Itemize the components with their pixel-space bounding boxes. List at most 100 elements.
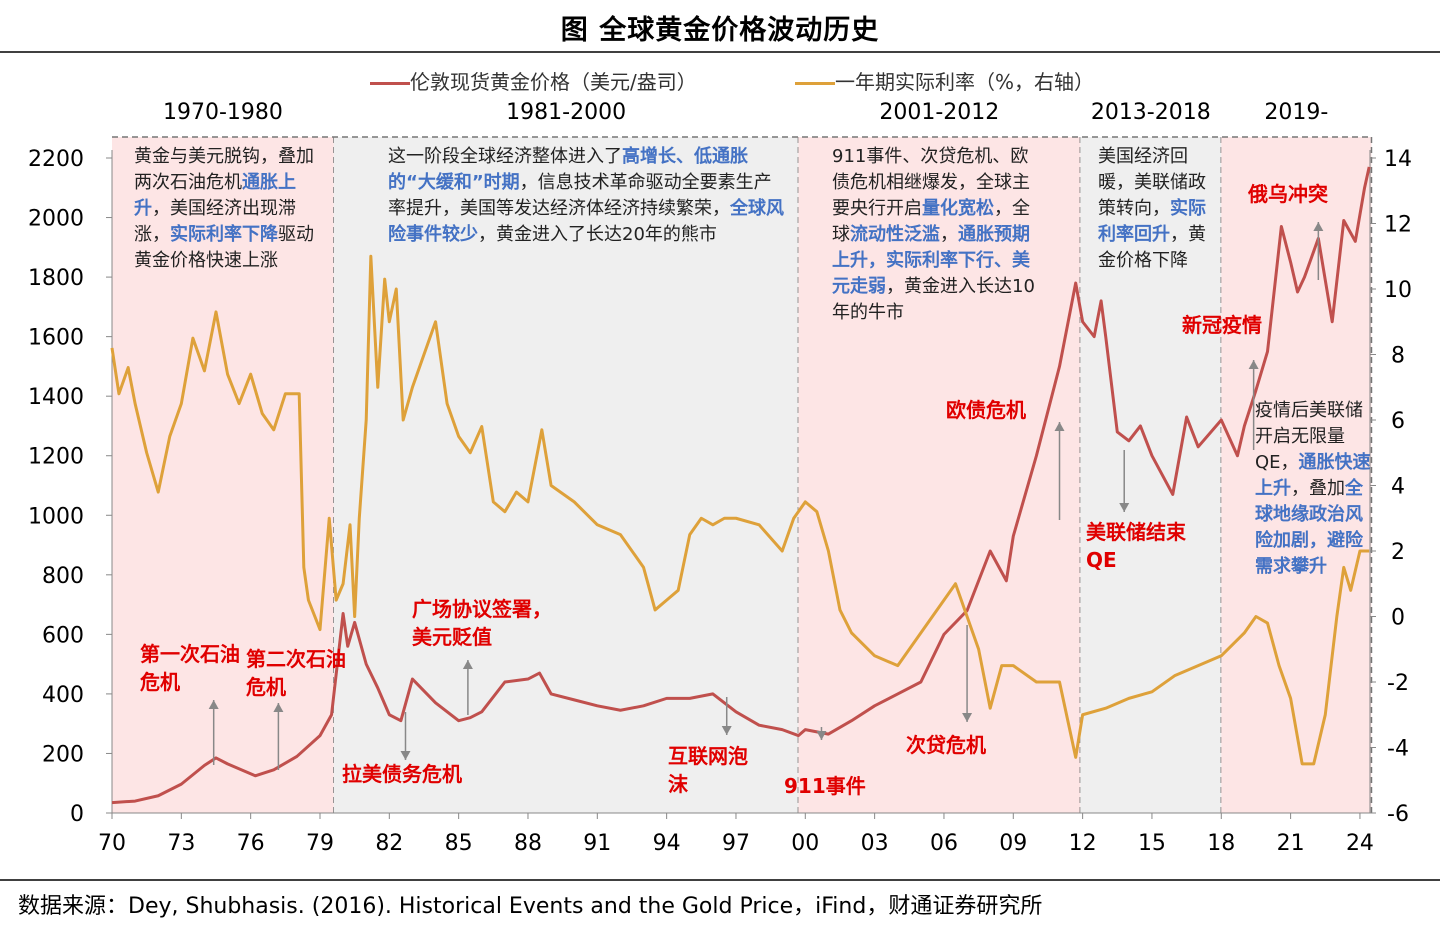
arrowhead-icon	[721, 726, 732, 735]
note-text: 美国经济回暖，美联储政策转向，	[1098, 146, 1206, 219]
note-text: 黄金与美元脱钩，叠加两次石油危机	[134, 146, 314, 193]
left-tick-label: 2200	[28, 147, 84, 172]
legend-gold: 伦敦现货黄金价格（美元/盎司）	[370, 66, 697, 95]
note-text: ，黄金价格下降	[1098, 224, 1206, 271]
legend-rate: 一年期实际利率（%，右轴）	[795, 66, 1094, 95]
x-tick-label: 88	[514, 831, 542, 856]
period-note: 美国经济回暖，美联储政策转向，实际利率回升，黄金价格下降	[1098, 144, 1208, 274]
arrowhead-icon	[1054, 422, 1065, 431]
x-tick-label: 91	[583, 831, 611, 856]
left-tick-label: 1800	[28, 266, 84, 291]
x-tick-label: 24	[1346, 831, 1374, 856]
right-tick-label: 12	[1384, 213, 1412, 238]
left-tick-label: 800	[42, 564, 84, 589]
note-text: 驱动黄金价格快速上涨	[134, 224, 314, 271]
event-label: 美联储结束QE	[1086, 520, 1186, 572]
left-tick-label: 1200	[28, 445, 84, 470]
source-note: 数据来源：Dey, Shubhasis. (2016). Historical …	[18, 894, 1043, 919]
left-tick-label: 1400	[28, 385, 84, 410]
event-label: 911事件	[784, 774, 866, 798]
period-label: 1981-2000	[506, 100, 627, 125]
period-note: 黄金与美元脱钩，叠加两次石油危机通胀上升，美国经济出现滞涨，实际利率下降驱动黄金…	[134, 144, 324, 274]
note-highlight: 量化宽松	[922, 198, 994, 219]
x-tick-label: 79	[306, 831, 334, 856]
period-note: 911事件、次贷危机、欧债危机相继爆发，全球主要央行开启量化宽松，全球流动性泛滥…	[832, 144, 1042, 326]
arrowhead-icon	[400, 751, 411, 760]
period-label: 2019-	[1264, 100, 1329, 125]
note-text: ，信息技术革命驱动全要素生产率提升，美国等发达经济体经济持续繁荣，	[388, 172, 772, 219]
right-tick-label: 6	[1391, 409, 1405, 434]
right-tick-label: 10	[1384, 278, 1412, 303]
event-label: 广场协议签署，美元贬值	[412, 597, 552, 649]
real-rate-line	[110, 254, 1370, 766]
x-tick-label: 70	[98, 831, 126, 856]
note-text: ，美国经济出现滞涨，	[134, 198, 296, 245]
left-tick-label: 0	[70, 802, 84, 827]
legend-gold-label: 伦敦现货黄金价格（美元/盎司）	[410, 70, 697, 94]
left-tick-label: 1600	[28, 326, 84, 351]
x-tick-label: 09	[999, 831, 1027, 856]
legend-rate-label: 一年期实际利率（%，右轴）	[835, 70, 1095, 94]
arrowhead-icon	[816, 731, 827, 740]
x-tick-label: 06	[930, 831, 958, 856]
right-tick-label: 14	[1384, 147, 1412, 172]
right-tick-label: 4	[1391, 475, 1405, 500]
x-tick-label: 15	[1138, 831, 1166, 856]
note-text: 911事件、次贷危机、欧债危机相继爆发，全球主要央行开启	[832, 146, 1030, 219]
note-highlight: 全球地缘政治风险加剧，避险需求攀升	[1255, 478, 1363, 577]
note-highlight: 高增长、低通胀的“大缓和”时期	[388, 146, 748, 193]
event-label: 俄乌冲突	[1248, 182, 1328, 206]
note-text: ，全球	[832, 198, 1030, 245]
x-tick-label: 18	[1207, 831, 1235, 856]
note-text: 这一阶段全球经济整体进入了	[388, 146, 622, 167]
x-tick-label: 94	[653, 831, 681, 856]
arrowhead-icon	[962, 713, 973, 722]
event-label: 欧债危机	[946, 398, 1026, 422]
right-tick-label: -6	[1387, 802, 1409, 827]
x-tick-label: 85	[445, 831, 473, 856]
note-highlight: 通胀上升	[134, 172, 296, 219]
arrowhead-icon	[1248, 360, 1259, 369]
period-shade	[798, 137, 1081, 813]
period-label: 2013-2018	[1090, 100, 1211, 125]
period-shade	[1221, 137, 1372, 813]
x-tick-label: 12	[1069, 831, 1097, 856]
left-tick-label: 2000	[28, 207, 84, 232]
event-label: 拉美债务危机	[342, 762, 462, 786]
period-label: 1970-1980	[162, 100, 283, 125]
event-label: 新冠疫情	[1182, 313, 1262, 337]
x-tick-label: 21	[1277, 831, 1305, 856]
chart-title: 图 全球黄金价格波动历史	[560, 15, 880, 46]
right-tick-label: 8	[1391, 344, 1405, 369]
x-tick-label: 97	[722, 831, 750, 856]
right-tick-label: -4	[1387, 737, 1409, 762]
arrowhead-icon	[1313, 222, 1324, 231]
x-tick-label: 76	[237, 831, 265, 856]
gold-price-line	[111, 166, 1371, 805]
period-note: 这一阶段全球经济整体进入了高增长、低通胀的“大缓和”时期，信息技术革命驱动全要素…	[388, 144, 788, 248]
left-tick-label: 400	[42, 683, 84, 708]
right-tick-label: 0	[1391, 606, 1405, 631]
note-text: ，黄金进入长达10年的牛市	[832, 276, 1035, 323]
x-tick-label: 73	[167, 831, 195, 856]
arrowhead-icon	[273, 703, 284, 712]
event-label: 第二次石油危机	[246, 647, 346, 699]
note-highlight: 实际利率下降	[170, 224, 278, 245]
note-highlight: 全球风险事件较少	[388, 198, 784, 245]
note-highlight: 通胀预期上升，实际利率下行、美元走弱	[832, 224, 1030, 297]
event-label: 第一次石油危机	[140, 642, 240, 694]
note-highlight: 流动性泛滥	[850, 224, 940, 245]
arrowhead-icon	[208, 700, 219, 709]
period-shade	[1080, 137, 1222, 813]
event-label: 互联网泡沫	[668, 744, 748, 796]
period-shade	[112, 137, 334, 813]
left-tick-label: 1000	[28, 504, 84, 529]
note-text: 疫情后美联储开启无限量QE，	[1255, 400, 1363, 473]
note-highlight: 通胀快速上升	[1255, 452, 1371, 499]
note-text: ，	[940, 224, 958, 245]
event-label: 次贷危机	[906, 733, 986, 757]
x-tick-label: 00	[791, 831, 819, 856]
period-label: 2001-2012	[879, 100, 1000, 125]
left-tick-label: 600	[42, 623, 84, 648]
